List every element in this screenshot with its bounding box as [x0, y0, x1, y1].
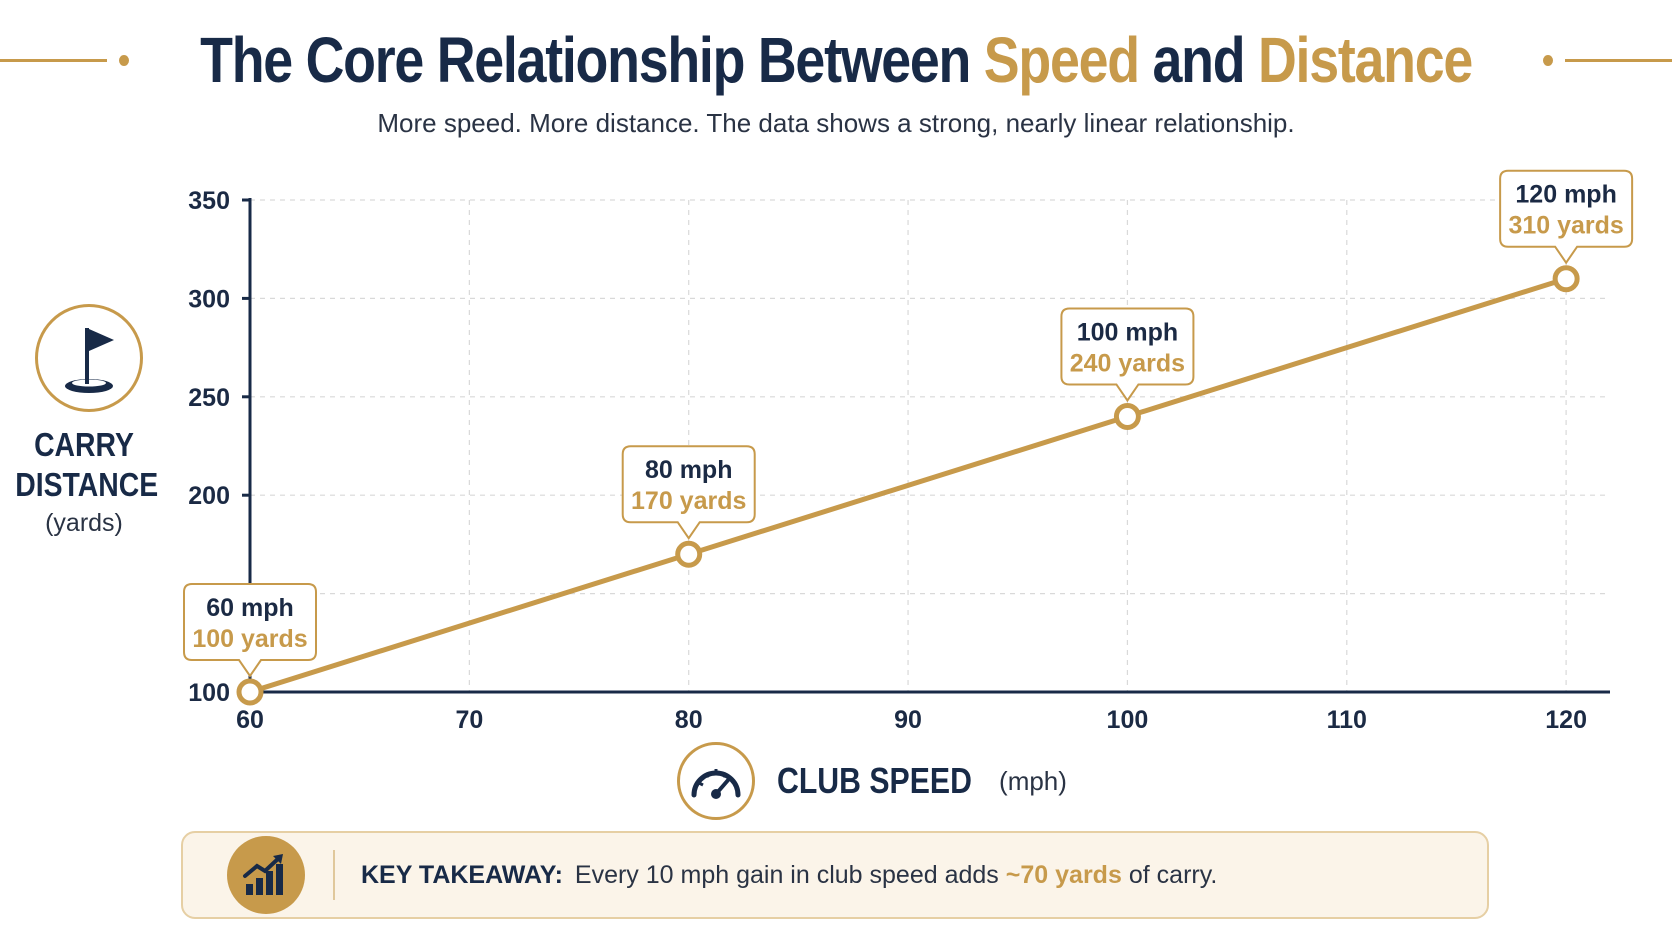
title-dot-left	[118, 54, 129, 66]
y-tick-label: 200	[188, 482, 230, 510]
x-axis-title-row: CLUB SPEED (mph)	[677, 740, 1067, 822]
y-tick-label: 300	[188, 285, 230, 313]
title-row: The Core Relationship Between Speed and …	[0, 18, 1672, 102]
series	[236, 265, 1580, 706]
takeaway-divider	[333, 850, 335, 900]
x-tick-label: 110	[1327, 706, 1367, 734]
y-tick-label: 350	[188, 187, 230, 215]
title-rule-left	[0, 58, 107, 62]
y-axis-unit: (yards)	[45, 509, 123, 537]
x-tick-label: 70	[455, 706, 483, 734]
callout-speed-label: 120 mph	[1515, 181, 1616, 209]
x-tick-label: 100	[1107, 706, 1149, 734]
title-rule-right	[1565, 58, 1672, 62]
callout-distance-label: 100 yards	[192, 625, 307, 653]
takeaway-text-after: of carry.	[1128, 860, 1218, 889]
x-tick-label: 90	[894, 706, 922, 734]
callout-speed-label: 100 mph	[1077, 318, 1178, 346]
title-distance: Distance	[1257, 24, 1473, 96]
data-point	[1113, 402, 1141, 430]
x-axis-unit: (mph)	[999, 765, 1067, 796]
data-point	[675, 540, 703, 568]
y-tick-label: 250	[188, 384, 230, 412]
x-axis-title: CLUB SPEED	[777, 760, 972, 801]
takeaway-label: KEY TAKEAWAY:	[361, 860, 563, 889]
x-tick-label: 120	[1545, 706, 1587, 734]
y-title-line1: CARRY	[34, 426, 134, 463]
callout-box	[183, 583, 317, 678]
subtitle: More speed. More distance. The data show…	[377, 108, 1295, 138]
title-speed: Speed	[983, 24, 1140, 96]
grid	[250, 199, 1610, 692]
title-part1: The Core Relationship Between	[200, 24, 971, 96]
callout-speed-label: 60 mph	[206, 594, 294, 622]
callout-speed-label: 80 mph	[645, 456, 733, 484]
y-tick-label: 100	[188, 679, 230, 707]
page-title: The Core Relationship Between Speed and …	[200, 23, 1473, 97]
title-and: and	[1152, 24, 1245, 96]
tick-labels: 10015020025030035060708090100110120	[188, 187, 1587, 734]
key-takeaway-box: KEY TAKEAWAY: Every 10 mph gain in club …	[181, 831, 1489, 919]
annotations: 60 mph 100 yards 80 mph 170 yards 100 mph 240…	[183, 169, 1634, 678]
speedometer-icon	[677, 742, 755, 820]
title-dot-right	[1543, 54, 1554, 66]
takeaway-text: Every 10 mph gain in club speed adds ~70 …	[575, 861, 1217, 890]
callout-distance-label: 310 yards	[1508, 212, 1623, 240]
takeaway-text-before: Every 10 mph gain in club speed adds	[574, 860, 999, 889]
data-point	[236, 678, 264, 706]
growth-chart-icon	[227, 836, 305, 914]
callout-distance-label: 240 yards	[1070, 349, 1185, 377]
y-axis-title: CARRY DISTANCE (yards)	[4, 425, 164, 538]
y-title-line2: DISTANCE	[15, 466, 159, 503]
data-point	[1552, 265, 1580, 293]
axes	[242, 198, 1610, 694]
golf-flag-icon	[35, 304, 143, 412]
x-tick-label: 80	[675, 706, 703, 734]
x-tick-label: 60	[236, 706, 264, 734]
callout-box	[1499, 169, 1634, 265]
callout-box	[1060, 307, 1195, 403]
callout-distance-label: 170 yards	[631, 487, 746, 515]
takeaway-highlight: ~70 yards	[1005, 860, 1122, 889]
series-line	[247, 276, 1569, 695]
callout-box	[621, 445, 756, 541]
